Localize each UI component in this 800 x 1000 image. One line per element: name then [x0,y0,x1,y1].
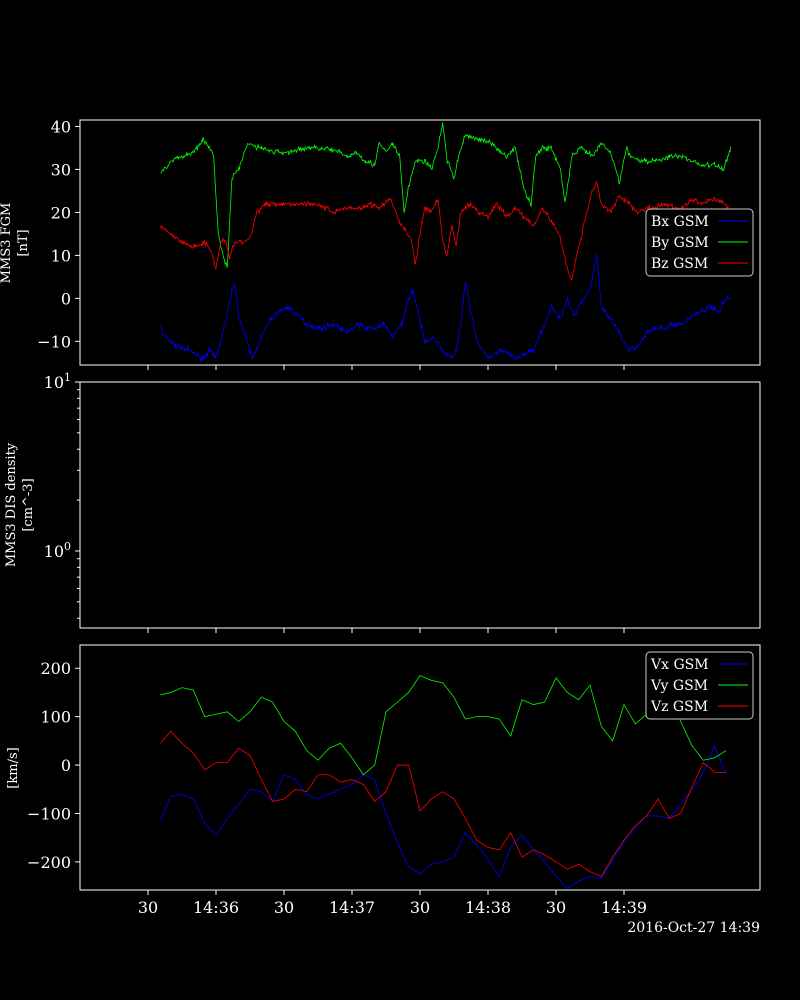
x-tick-label: 14:38 [465,898,511,917]
panel-density-x-ticks [147,628,625,633]
fgm-y-tick-label: 20 [51,203,71,222]
velocity-y-tick-label: 100 [40,708,71,727]
fgm-series-by-gsm [160,122,731,269]
velocity-series-vx-gsm [160,744,727,890]
velocity-series-vz-gsm [160,730,726,877]
panel-fgm-y-ticks: −10 0 10 20 30 40 [37,117,80,351]
panel-density: 100 101 MMS3 DIS density [cm^-3] [4,371,761,633]
x-tick-label: 14:39 [601,898,647,917]
velocity-legend-label: Vx GSM [650,657,709,673]
fgm-y-tick-label: −10 [37,332,71,351]
panel-fgm-legend: Bx GSM By GSM Bz GSM [645,208,754,277]
velocity-y-tick-label: −100 [27,804,71,823]
x-tick-label: 30 [410,898,430,917]
panel-fgm-x-ticks [147,365,625,370]
velocity-legend-label: Vz GSM [650,699,708,715]
panel-velocity-x-tick-labels: 30 14:36 30 14:37 30 14:38 30 14:39 [138,898,647,917]
velocity-y-tick-label: −200 [27,853,71,872]
velocity-series-vy-gsm [160,675,727,776]
velocity-y-tick-label: 200 [40,659,71,678]
panel-density-ylabel-line1: MMS3 DIS density [4,442,19,567]
x-tick-label: 30 [274,898,294,917]
panel-fgm-ylabel-line1: MMS3 FGM [0,203,14,284]
fgm-legend-label: By GSM [651,235,709,251]
fgm-legend-label: Bx GSM [651,214,709,230]
velocity-y-tick-label: 0 [61,756,71,775]
fgm-series-bz-gsm [160,181,729,281]
panel-density-y-ticks: 100 101 [44,371,80,619]
fgm-y-tick-label: 30 [51,160,71,179]
x-tick-label: 30 [138,898,158,917]
panel-velocity-x-ticks [147,890,625,895]
panel-velocity-series [160,675,727,890]
panel-fgm-ylabel-line2: [nT] [16,229,31,256]
x-tick-label: 14:36 [193,898,239,917]
panel-fgm-legend-box [645,208,754,277]
panel-velocity-legend: Vx GSM Vy GSM Vz GSM [645,651,754,720]
panel-velocity-legend-box [645,651,754,720]
fgm-series-bx-gsm [160,253,731,362]
density-y-tick-label: 101 [44,371,71,392]
velocity-legend-label: Vy GSM [650,678,708,694]
fgm-legend-label: Bz GSM [651,256,708,272]
x-tick-label: 30 [546,898,566,917]
fgm-y-tick-label: 40 [51,117,71,136]
x-tick-label: 14:37 [329,898,375,917]
fgm-y-tick-label: 10 [51,246,71,265]
panel-fgm-series [160,122,731,362]
panel-velocity: −200 −100 0 100 200 [km/s] Vx GSM Vy GSM Vz GS… [6,644,761,917]
panel-velocity-ylabel-line2: [km/s] [6,747,21,788]
panel-density-ylabel-line2: [cm^-3] [21,478,36,531]
fgm-y-tick-label: 0 [61,289,71,308]
density-y-tick-label: 100 [44,540,71,561]
date-label: 2016-Oct-27 14:39 [627,920,760,936]
panel-velocity-y-ticks: −200 −100 0 100 200 [27,659,80,872]
